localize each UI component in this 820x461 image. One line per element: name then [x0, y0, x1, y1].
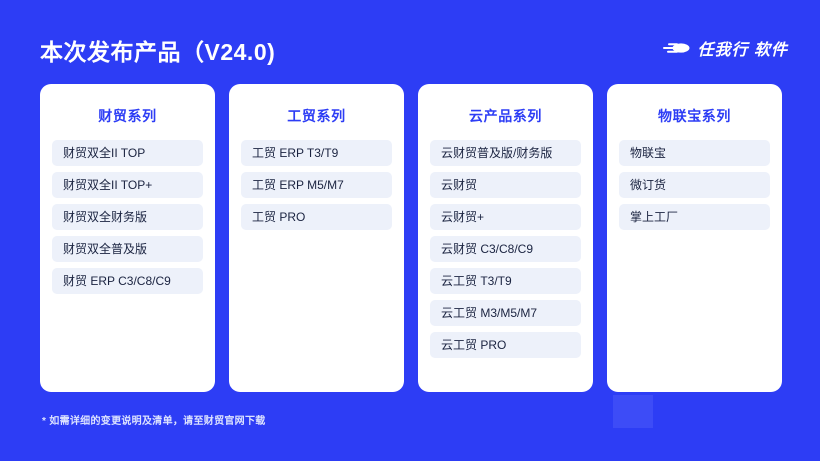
- card-title: 财贸系列: [98, 108, 157, 124]
- product-item[interactable]: 财贸双全II TOP+: [52, 172, 203, 198]
- card-item-list: 物联宝 微订货 掌上工厂: [619, 140, 770, 230]
- card-item-list: 工贸 ERP T3/T9 工贸 ERP M5/M7 工贸 PRO: [241, 140, 392, 230]
- product-item[interactable]: 工贸 ERP T3/T9: [241, 140, 392, 166]
- footer-note: * 如需详细的变更说明及清单，请至财贸官网下载: [42, 416, 266, 427]
- product-card-list: 财贸系列 财贸双全II TOP 财贸双全II TOP+ 财贸双全财务版 财贸双全…: [40, 84, 782, 392]
- product-item[interactable]: 云财贸 C3/C8/C9: [430, 236, 581, 262]
- product-item[interactable]: 财贸双全II TOP: [52, 140, 203, 166]
- product-card-cloud: 云产品系列 云财贸普及版/财务版 云财贸 云财贸+ 云财贸 C3/C8/C9 云…: [418, 84, 593, 392]
- product-item[interactable]: 云财贸: [430, 172, 581, 198]
- product-card-caimao: 财贸系列 财贸双全II TOP 财贸双全II TOP+ 财贸双全财务版 财贸双全…: [40, 84, 215, 392]
- product-item[interactable]: 云财贸+: [430, 204, 581, 230]
- brand-logo: 任我行 软件: [660, 36, 788, 60]
- decorative-square: [613, 395, 653, 428]
- product-item[interactable]: 云工贸 M3/M5/M7: [430, 300, 581, 326]
- product-item[interactable]: 微订货: [619, 172, 770, 198]
- page-title: 本次发布产品（V24.0): [40, 39, 276, 65]
- product-card-gongmao: 工贸系列 工贸 ERP T3/T9 工贸 ERP M5/M7 工贸 PRO: [229, 84, 404, 392]
- product-card-iot: 物联宝系列 物联宝 微订货 掌上工厂: [607, 84, 782, 392]
- product-item[interactable]: 财贸双全财务版: [52, 204, 203, 230]
- product-item[interactable]: 云工贸 PRO: [430, 332, 581, 358]
- speed-swoosh-icon: [662, 43, 690, 53]
- slide-header: 本次发布产品（V24.0) 任我行 软件: [0, 0, 820, 84]
- card-item-list: 云财贸普及版/财务版 云财贸 云财贸+ 云财贸 C3/C8/C9 云工贸 T3/…: [430, 140, 581, 358]
- card-title: 工贸系列: [287, 108, 346, 124]
- product-item[interactable]: 云财贸普及版/财务版: [430, 140, 581, 166]
- product-item[interactable]: 云工贸 T3/T9: [430, 268, 581, 294]
- card-item-list: 财贸双全II TOP 财贸双全II TOP+ 财贸双全财务版 财贸双全普及版 财…: [52, 140, 203, 294]
- product-item[interactable]: 掌上工厂: [619, 204, 770, 230]
- product-item[interactable]: 财贸双全普及版: [52, 236, 203, 262]
- product-item[interactable]: 财贸 ERP C3/C8/C9: [52, 268, 203, 294]
- product-item[interactable]: 工贸 ERP M5/M7: [241, 172, 392, 198]
- product-item[interactable]: 工贸 PRO: [241, 204, 392, 230]
- brand-name: 任我行 软件: [697, 42, 788, 59]
- card-title: 物联宝系列: [658, 108, 731, 124]
- card-title: 云产品系列: [469, 108, 542, 124]
- product-item[interactable]: 物联宝: [619, 140, 770, 166]
